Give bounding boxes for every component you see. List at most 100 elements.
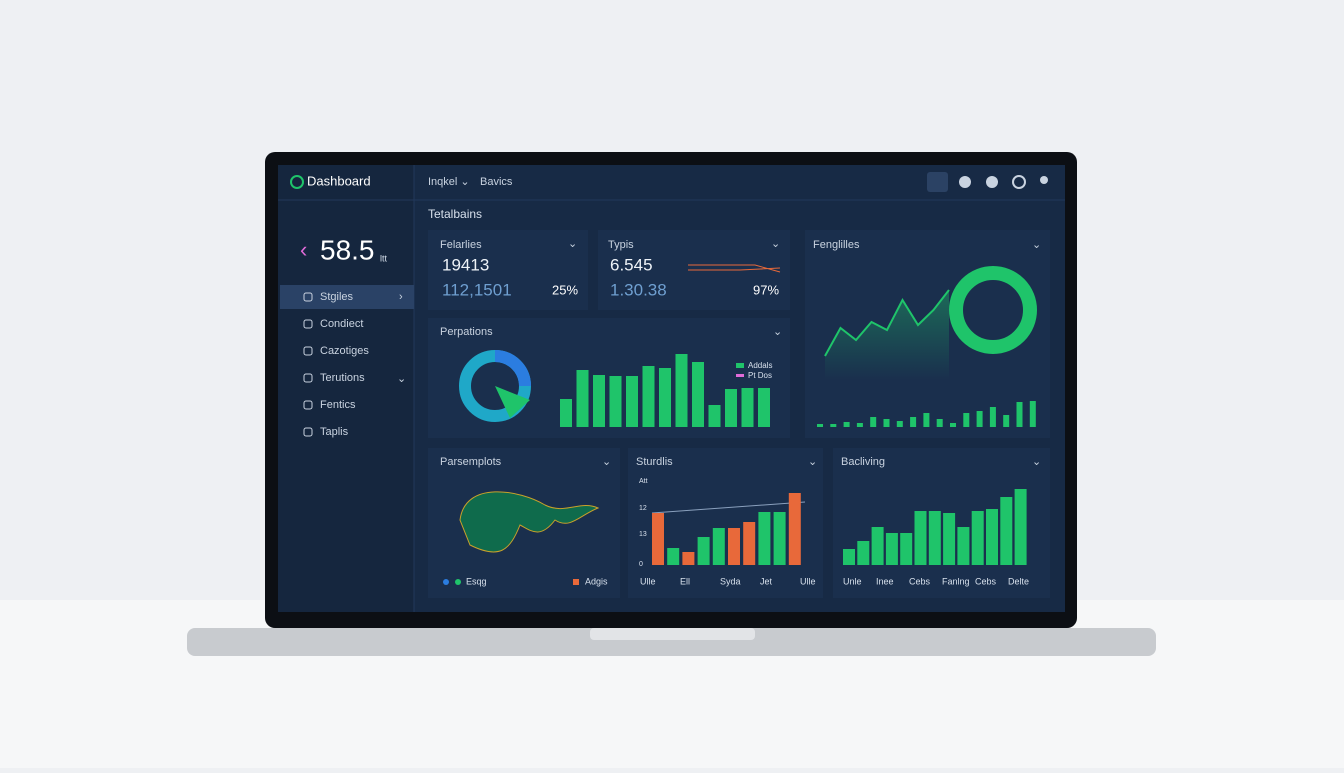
menu-item[interactable]: Terutions (320, 372, 365, 384)
bar (883, 419, 890, 427)
bar (830, 424, 837, 427)
legend-dot (443, 579, 449, 585)
chevron: ⌄ (808, 456, 817, 468)
bar (1016, 402, 1023, 427)
bar (896, 421, 903, 427)
x-label: Ulle (640, 576, 656, 586)
bar (692, 362, 704, 427)
axis-label: 0 (639, 561, 643, 568)
card-value: 19413 (442, 255, 489, 274)
bar (642, 366, 655, 427)
chevron: ⌄ (602, 456, 611, 468)
menu-icon (303, 319, 313, 329)
panel-title: Sturdlis (636, 456, 673, 468)
bar (870, 417, 877, 427)
x-label: Fanlng (942, 576, 970, 586)
axis-label: 12 (639, 505, 647, 512)
legend-swatch (573, 579, 579, 585)
bar (697, 537, 710, 565)
icon-button[interactable] (1040, 176, 1048, 184)
bar (788, 493, 801, 565)
legend-label: Esqg (466, 576, 487, 586)
chevron: ⌄ (773, 326, 782, 338)
panel-title: Perpations (440, 326, 493, 338)
icon-button[interactable] (986, 176, 998, 188)
bar (758, 512, 771, 565)
panel-title: Parsemplots (440, 456, 502, 468)
section-title: Tetalbains (428, 207, 482, 221)
x-label: Cebs (909, 576, 931, 586)
back-arrow[interactable]: ‹ (300, 237, 307, 262)
header-icons (927, 172, 1048, 192)
menu-icon (303, 400, 313, 410)
chevron: ⌄ (771, 238, 780, 250)
bar (986, 509, 998, 565)
menu-icon (303, 346, 313, 356)
bar (712, 528, 725, 565)
bar (856, 423, 863, 427)
bar (1003, 415, 1010, 427)
bar (900, 533, 913, 565)
bar (871, 527, 884, 565)
panel-title: Fenglilles (813, 239, 860, 251)
menu-icon (303, 427, 313, 437)
legend-label: Pt Dos (748, 371, 772, 380)
bar (675, 354, 688, 427)
menu-item[interactable]: Taplis (320, 426, 349, 438)
bar (963, 413, 970, 427)
bar (667, 548, 680, 565)
menu-active (280, 285, 414, 309)
bar (741, 388, 754, 427)
bar (1000, 497, 1013, 565)
x-label: Syda (720, 576, 741, 586)
logo-icon (290, 175, 304, 189)
laptop-notch (590, 628, 755, 640)
bar (682, 552, 695, 565)
bar (609, 376, 622, 427)
bar (652, 513, 664, 565)
bar (773, 512, 786, 565)
bar (626, 376, 638, 427)
bar (817, 424, 823, 427)
nav-item[interactable]: Inqkel ⌄ (428, 176, 470, 188)
icon-button[interactable] (959, 176, 971, 188)
bar (971, 511, 984, 565)
bar (976, 411, 983, 427)
bar (857, 541, 870, 565)
card-title: Felarlies (440, 239, 482, 251)
panel-title: Bacliving (841, 456, 885, 468)
menu-item[interactable]: Cazotiges (320, 345, 369, 357)
chevron: ⌄ (1032, 239, 1041, 251)
area-fill (825, 290, 949, 380)
menu-item[interactable]: Condiect (320, 318, 363, 330)
x-label: Unle (843, 576, 862, 586)
donut-wedge (495, 386, 530, 418)
x-label: Ulle (800, 576, 816, 586)
bar (758, 388, 770, 427)
bar (843, 422, 850, 427)
panel (428, 230, 588, 310)
icon-button[interactable] (1012, 175, 1026, 189)
bar (1029, 401, 1036, 427)
bar (885, 533, 898, 565)
bar (943, 513, 956, 565)
trend-line (651, 501, 806, 514)
bar (957, 527, 970, 565)
card-title: Typis (608, 239, 634, 251)
x-label: Delte (1008, 576, 1029, 586)
card-percent: 25% (552, 282, 578, 297)
bar (593, 375, 605, 427)
menu-item[interactable]: Fentics (320, 399, 356, 411)
icon-button[interactable] (927, 172, 948, 192)
legend-dot (455, 579, 461, 585)
card-percent: 97% (753, 282, 779, 297)
bar (936, 419, 943, 427)
chevron: ⌄ (397, 373, 406, 385)
card-subvalue: 112,1501 (442, 280, 512, 299)
bar (928, 511, 941, 565)
menu-item[interactable]: Stgiles (320, 291, 354, 303)
nav-item[interactable]: Bavics (480, 176, 513, 188)
x-label: Cebs (975, 576, 997, 586)
